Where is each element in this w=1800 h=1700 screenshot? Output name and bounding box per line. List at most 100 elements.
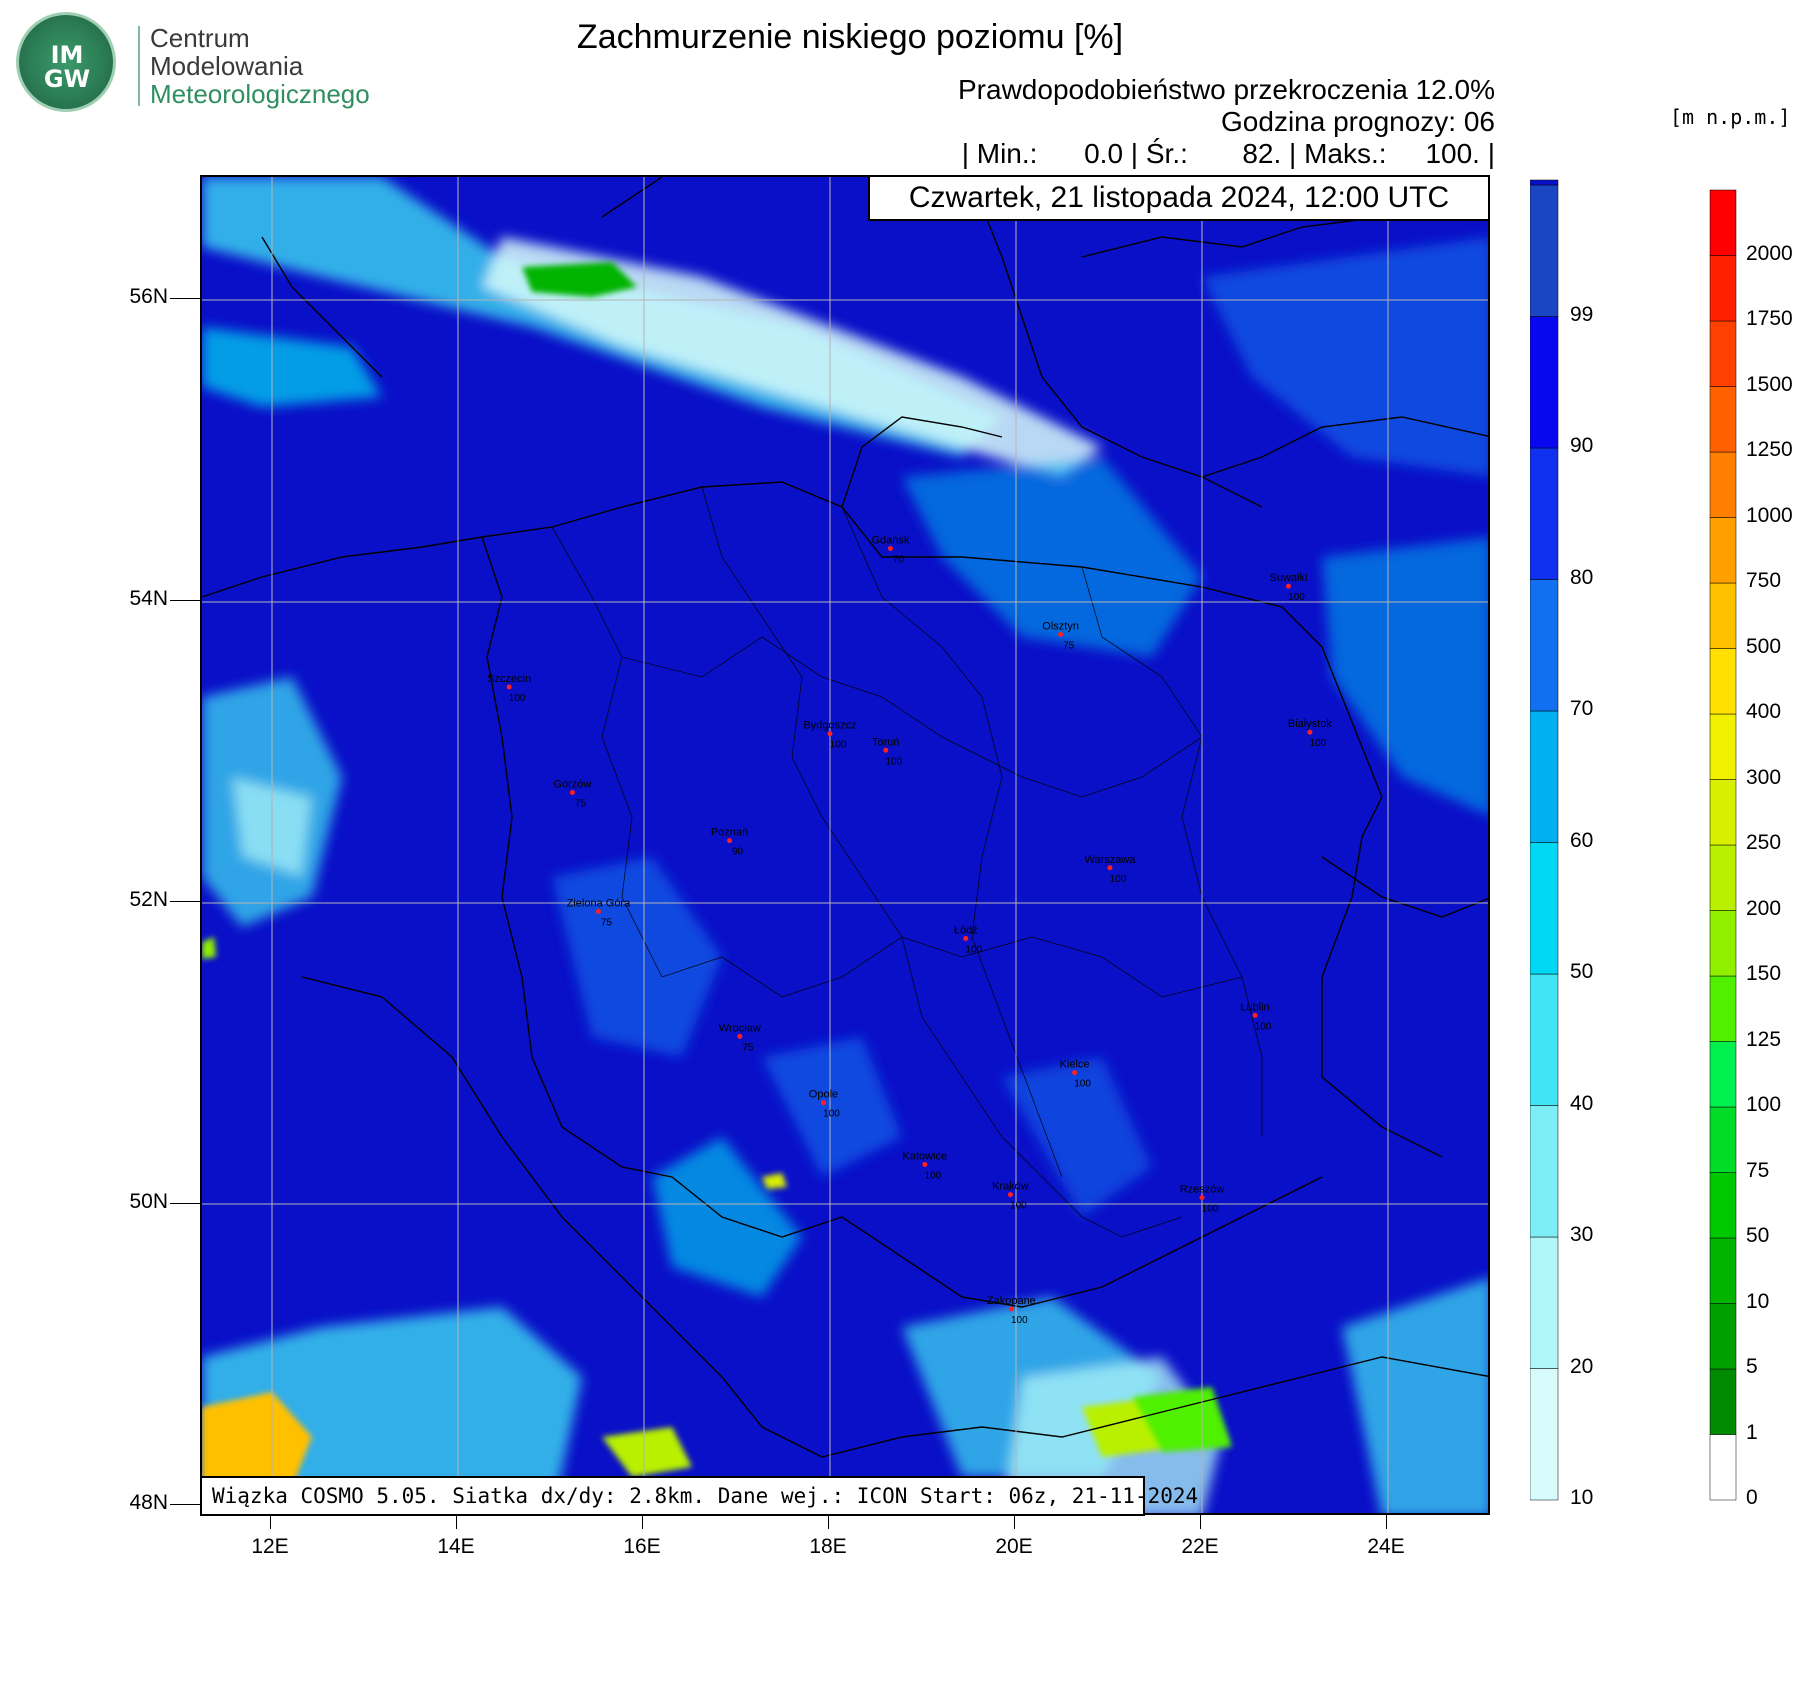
lat-tick [170,1202,200,1204]
city-name: Białystok [1288,718,1333,730]
height-colorbar-label: 1750 [1746,307,1793,330]
city-name: Warszawa [1084,854,1136,866]
terrain-overlay [202,262,1232,1497]
city-value: 75 [601,917,613,928]
cloud-colorbar-label: 10 [1570,1486,1594,1509]
lon-tick-label: 12E [251,1535,289,1558]
height-colorbar-segment [1709,1434,1737,1501]
city-marker: Łódź 100 [954,925,983,956]
lon-tick-label: 16E [623,1535,661,1558]
city-dot [1007,1192,1013,1198]
city-marker: Poznań 90 [711,827,748,858]
city-value: 100 [1074,1079,1091,1090]
height-colorbar-segment [1709,517,1737,584]
city-dot [820,1100,826,1106]
cloud-map: Gdańsk 70 Suwałki 100 Olsztyn 75 Szczecin 100 By… [200,175,1490,1515]
city-dot [883,747,889,753]
cloud-colorbar-label: 90 [1570,434,1594,457]
lat-tick-label: 56N [129,285,168,308]
city-dot [1072,1070,1078,1076]
lat-tick [170,1504,200,1505]
cloud-colorbar-segment [1530,184,1559,317]
height-colorbar-label: 125 [1746,1027,1782,1051]
lat-tick [170,901,200,902]
city-marker: Katowice 100 [903,1150,948,1181]
height-colorbar-label: 5 [1746,1355,1758,1378]
height-colorbar-segment [1709,1237,1737,1304]
height-colorbar-label: 750 [1746,569,1782,592]
city-dot [922,1161,928,1167]
city-value: 100 [885,756,902,767]
city-name: Łódź [954,925,978,937]
city-value: 75 [1063,640,1075,651]
map-canvas: Gdańsk70Suwałki100Olsztyn75Szczecin100By… [202,177,1488,1513]
height-colorbar-label: 200 [1746,896,1782,920]
city-marker: Lublin 100 [1240,1001,1271,1032]
city-value: 100 [1010,1201,1027,1212]
city-name: Gorzów [553,778,591,790]
height-colorbar-segment [1709,975,1737,1042]
lon-tick-label: 14E [437,1535,475,1558]
city-name: Lublin [1240,1001,1269,1013]
height-colorbar-segment [1709,779,1737,846]
city-value: 100 [1288,592,1305,603]
height-colorbar-label: 2000 [1746,241,1793,265]
city-marker: Rzeszów 100 [1180,1184,1225,1215]
city-name: Toruń [872,736,900,748]
height-colorbar-segment [1709,844,1737,911]
colorbars [1530,179,1737,1501]
cloud-colorbar-label: 30 [1570,1223,1594,1246]
logo-text: Centrum Modelowania Meteorologicznego [150,24,370,108]
city-value: 100 [823,1109,840,1120]
city-marker: Zielona Góra 75 [567,897,631,928]
city-dot [1199,1195,1205,1201]
city-dot [1252,1012,1258,1018]
cloud-colorbar-label: 60 [1570,828,1594,852]
logo-separator [138,26,140,106]
city-marker: Gorzów 75 [553,778,591,809]
city-marker: Warszawa 100 [1084,854,1136,885]
city-value: 100 [509,693,526,704]
lon-tick [456,1515,457,1529]
city-dot [827,731,833,737]
imgw-emblem-icon [16,12,116,112]
cloud-colorbar-label: 80 [1570,565,1594,589]
city-value: 100 [1011,1315,1028,1326]
height-colorbar-segment [1709,1368,1737,1435]
city-marker: Opole 100 [809,1089,840,1120]
lon-tick-label: 22E [1181,1535,1219,1558]
height-colorbar-label: 1000 [1746,503,1793,527]
height-colorbar-label: 100 [1746,1093,1782,1116]
logo-line-2: Modelowania [150,51,304,81]
cloud-colorbar-label: 70 [1570,697,1594,720]
page-title: Zachmurzenie niskiego poziomu [%] [576,18,1124,56]
graticule [202,177,1488,1513]
height-colorbar-segment [1709,189,1737,256]
cloud-colorbar-label: 20 [1570,1354,1594,1378]
height-colorbar-label: 1 [1746,1420,1758,1444]
height-colorbar-segment [1709,648,1737,715]
cloud-colorbar [1530,179,1559,1501]
city-name: Bydgoszcz [803,720,856,732]
height-colorbar-segment [1709,386,1737,453]
city-name: Kielce [1060,1059,1090,1071]
cloud-colorbar-segment [1530,1368,1559,1501]
city-marker: Kielce 100 [1060,1059,1092,1090]
model-info-box: Wiązka COSMO 5.05. Siatka dx/dy: 2.8km. … [200,1476,1198,1516]
city-dot [595,908,601,914]
lon-tick-label: 20E [995,1535,1033,1558]
height-colorbar-segment [1709,582,1737,649]
valid-time-box: Czwartek, 21 listopada 2024, 12:00 UTC [868,175,1490,221]
city-marker: Szczecin 100 [487,673,531,704]
cloud-colorbar-segment [1530,1236,1559,1369]
city-name: Gdańsk [871,534,909,546]
city-name: Rzeszów [1180,1184,1225,1196]
height-units-label: [m n.p.m.] [1670,105,1791,129]
city-value: 75 [575,798,587,809]
cloud-colorbar-segment [1530,710,1559,843]
height-colorbar-segment [1709,910,1737,977]
lon-tick [1014,1515,1015,1529]
cloud-colorbar-segment [1530,179,1559,186]
city-value: 100 [925,1170,942,1181]
height-colorbar-label: 1250 [1746,438,1793,461]
